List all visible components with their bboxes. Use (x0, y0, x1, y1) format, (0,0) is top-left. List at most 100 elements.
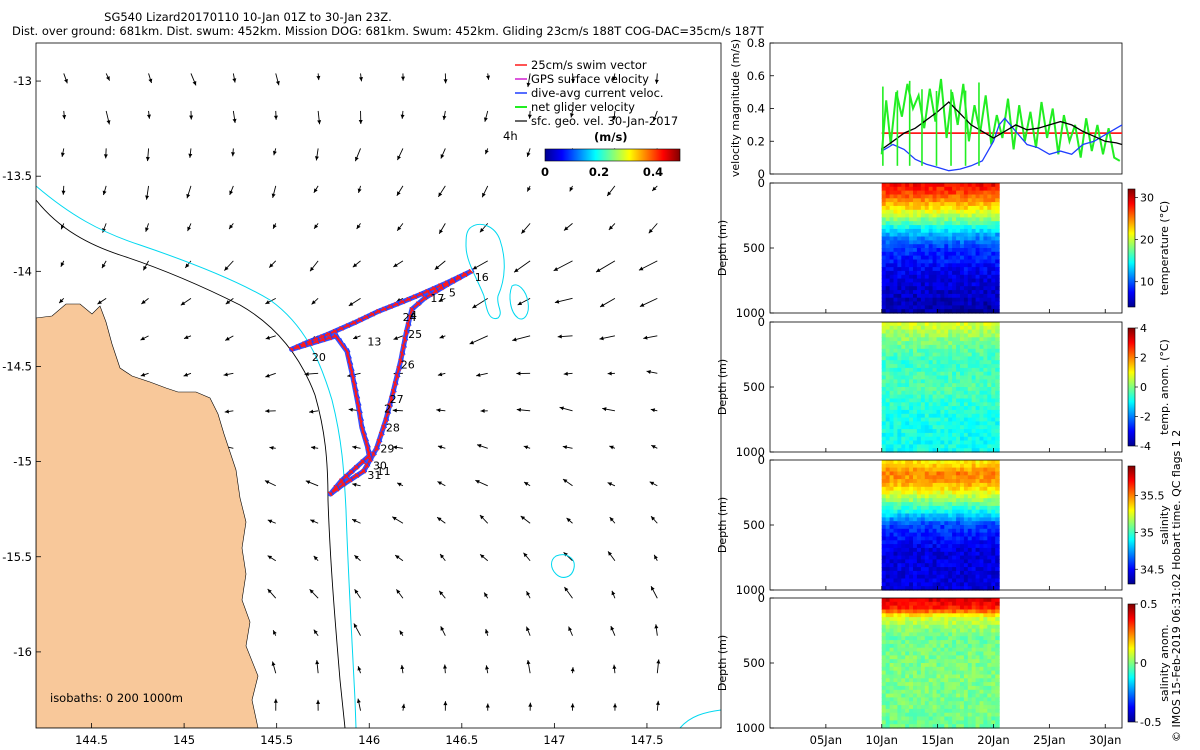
heatmap-cell (905, 617, 910, 622)
swim-vector (387, 403, 393, 408)
heatmap-cell (909, 494, 914, 499)
heatmap-cell (901, 297, 906, 303)
heatmap-cell (936, 394, 941, 399)
depth-tick-label: 0 (758, 591, 765, 605)
heatmap-cell (936, 685, 941, 691)
heatmap-cell (932, 682, 938, 687)
heatmap-cell (889, 413, 895, 419)
heatmap-cell (944, 598, 949, 603)
heatmap-cell (889, 555, 895, 560)
swim-vector (289, 346, 294, 352)
heatmap-cell (991, 432, 996, 438)
heatmap-cell (932, 685, 938, 691)
heatmap-cell (948, 724, 953, 729)
heatmap-cell (991, 505, 996, 511)
dac-vector (370, 456, 374, 461)
heatmap-cell (995, 421, 1000, 426)
heatmap-cell (971, 574, 977, 580)
heatmap-cell (928, 716, 934, 721)
heatmap-cell (920, 202, 926, 207)
heatmap-cell (983, 567, 988, 572)
current-arrow (438, 297, 446, 302)
heatmap-cell (909, 274, 914, 280)
heatmap-cell (913, 413, 918, 419)
heatmap-cell (960, 536, 965, 541)
heatmap-cell (932, 640, 938, 645)
heatmap-cell (956, 636, 961, 641)
heatmap-cell (991, 263, 996, 268)
heatmap-cell (963, 678, 969, 683)
heatmap-cell (952, 460, 957, 465)
heatmap-cell (960, 387, 965, 392)
heatmap-cell (975, 678, 981, 683)
heatmap-cell (952, 352, 957, 357)
heatmap-cell (952, 701, 957, 706)
heatmap-cell (889, 598, 895, 603)
heatmap-cell (916, 643, 922, 649)
heatmap-cell (905, 341, 910, 346)
heatmap-cell (901, 183, 906, 188)
heatmap-cell (897, 502, 902, 507)
heatmap-cell (920, 383, 926, 388)
heatmap-cell (881, 617, 887, 622)
heatmap-cell (901, 286, 906, 291)
depth-tick-label: 0 (758, 176, 765, 190)
heatmap-cell (979, 322, 984, 327)
heatmap-cell (897, 636, 902, 641)
heatmap-cell (932, 528, 938, 534)
map-x-tick-label: 145 (173, 733, 195, 747)
heatmap-cell (975, 582, 981, 587)
heatmap-cell (889, 240, 895, 245)
heatmap-cell (979, 586, 984, 591)
heatmap-cell (885, 559, 891, 564)
heatmap-cell (920, 636, 926, 641)
heatmap-cell (909, 502, 914, 507)
heatmap-cell (995, 329, 1000, 334)
heatmap-cell (983, 536, 988, 541)
heatmap-cell (893, 375, 898, 380)
heatmap-cell (889, 329, 895, 334)
heatmap-cell (991, 190, 996, 195)
heatmap-cell (983, 628, 988, 633)
current-arrow (268, 260, 277, 268)
heatmap-cell (889, 417, 895, 422)
heatmap-cell (971, 685, 977, 691)
heatmap-cell (936, 436, 941, 442)
heatmap-cell (940, 344, 945, 350)
heatmap-cell (916, 536, 922, 541)
heatmap-cell (928, 248, 934, 253)
heatmap-cell (885, 643, 891, 649)
heatmap-cell (909, 248, 914, 253)
heatmap-ylabel: Depth (m) (716, 497, 729, 553)
heatmap-cell (952, 636, 957, 641)
heatmap-cell (948, 479, 953, 484)
heatmap-cell (885, 364, 891, 369)
heatmap-cell (897, 236, 902, 241)
heatmap-cell (967, 398, 973, 403)
heatmap-cell (924, 697, 930, 702)
current-arrow (352, 445, 361, 450)
heatmap-cell (948, 705, 953, 710)
heatmap-cell (920, 582, 926, 587)
heatmap-cell (963, 636, 969, 641)
heatmap-cell (975, 574, 981, 580)
heatmap-cell (916, 209, 922, 215)
heatmap-cell (963, 194, 969, 199)
heatmap-cell (967, 674, 973, 679)
heatmap-cell (944, 513, 949, 518)
heatmap-cell (924, 536, 930, 541)
heatmap-cell (940, 274, 945, 280)
heatmap-cell (991, 567, 996, 572)
heatmap-cell (948, 205, 953, 211)
legend-net-label: net glider velocity (531, 100, 635, 114)
heatmap-cell (963, 525, 969, 530)
heatmap-cell (991, 528, 996, 534)
heatmap-cell (920, 255, 926, 260)
heatmap-cell (940, 417, 945, 422)
dac-vector (330, 334, 334, 340)
heatmap-cell (889, 367, 895, 373)
heatmap-cell (928, 471, 934, 476)
heatmap-cell (889, 379, 895, 384)
heatmap-cell (913, 440, 918, 445)
heatmap-cell (952, 248, 957, 253)
